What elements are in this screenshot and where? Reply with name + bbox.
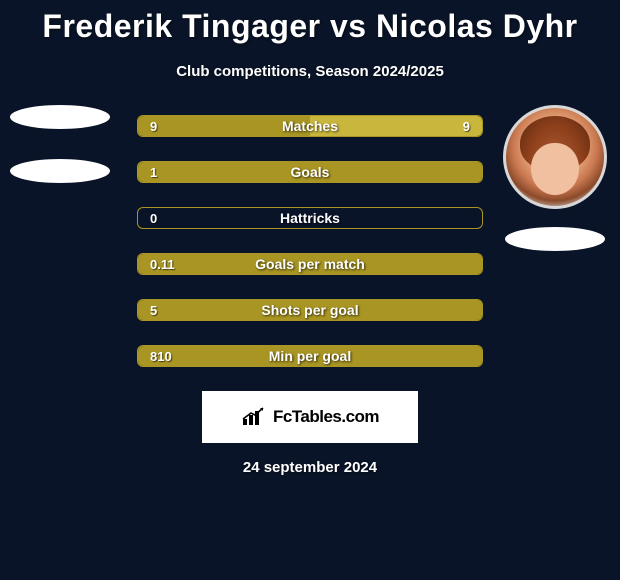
player-right-avatar	[503, 105, 607, 209]
stat-bar: 1Goals	[137, 161, 483, 183]
fctables-logo: FcTables.com	[202, 391, 418, 443]
team-right-placeholder	[505, 227, 605, 251]
bar-label: Goals	[138, 164, 482, 180]
bar-label: Matches	[138, 118, 482, 134]
bar-label: Min per goal	[138, 348, 482, 364]
player-right-column	[500, 105, 610, 251]
page-title: Frederik Tingager vs Nicolas Dyhr	[0, 0, 620, 45]
stat-bars: 99Matches 1Goals 0Hattricks 0.11Goals per m…	[137, 115, 483, 367]
player-left-placeholder	[10, 105, 110, 129]
subtitle: Club competitions, Season 2024/2025	[0, 63, 620, 80]
team-left-placeholder	[10, 159, 110, 183]
stat-bar: 0.11Goals per match	[137, 253, 483, 275]
stat-bar: 810Min per goal	[137, 345, 483, 367]
logo-text: FcTables.com	[273, 407, 379, 427]
date-label: 24 september 2024	[0, 459, 620, 476]
stat-bar: 0Hattricks	[137, 207, 483, 229]
chart-icon	[241, 407, 267, 427]
bar-label: Goals per match	[138, 256, 482, 272]
bar-label: Shots per goal	[138, 302, 482, 318]
bar-label: Hattricks	[138, 210, 482, 226]
stat-bar: 99Matches	[137, 115, 483, 137]
player-left-column	[10, 105, 110, 213]
stat-bar: 5Shots per goal	[137, 299, 483, 321]
comparison-area: 99Matches 1Goals 0Hattricks 0.11Goals per m…	[0, 115, 620, 367]
